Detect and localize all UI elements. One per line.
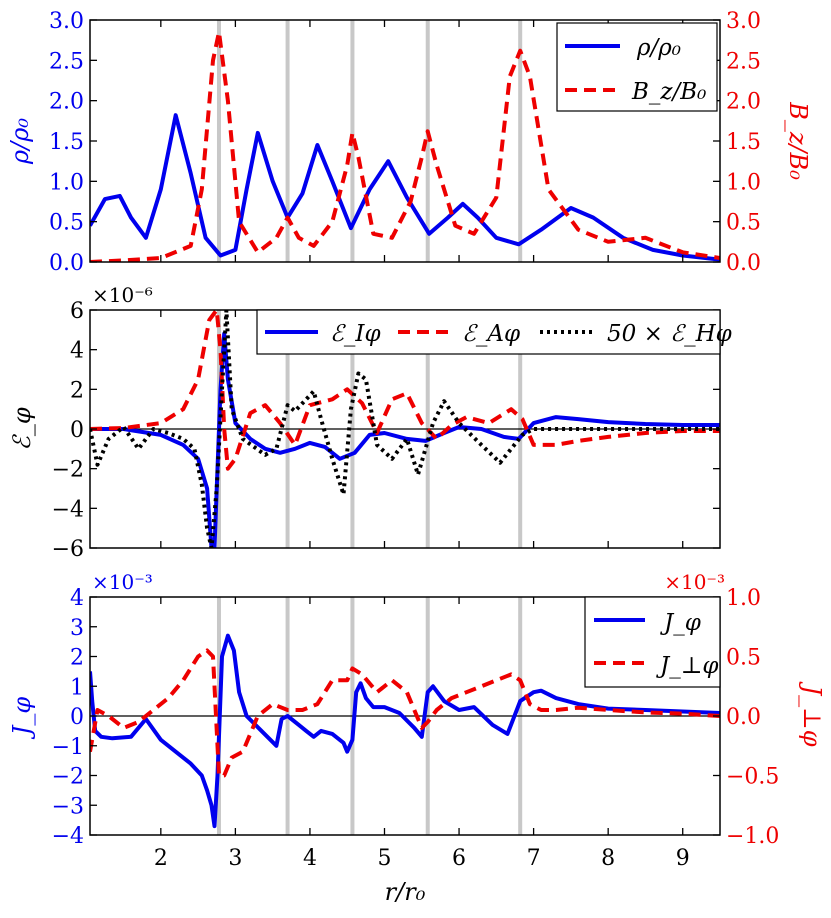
series-line-density-0 bbox=[90, 113, 720, 262]
y-tick-label: 3.0 bbox=[49, 9, 84, 34]
legend-j-label: J_φ bbox=[660, 610, 702, 636]
emf-multiplier: ×10⁻⁶ bbox=[92, 283, 153, 307]
y-tick-label: 2.0 bbox=[49, 90, 84, 115]
y-tick-label: 1 bbox=[70, 675, 84, 700]
y2-tick-label: 2.5 bbox=[726, 49, 761, 74]
y2-tick-label: 1.5 bbox=[726, 130, 761, 155]
x-tick-label: 3 bbox=[228, 846, 242, 871]
y2-tick-label: 0.5 bbox=[726, 646, 761, 671]
y2-tick-label: 1.0 bbox=[726, 170, 761, 195]
series-line-current-1 bbox=[90, 648, 720, 778]
current-panel: −4 −3 −2 −1 0 1 2 3 4 −1.0 −0.5 0.0 0.5 1.0 2 3 4 5 6 7 8 9 J… bbox=[8, 570, 826, 906]
legend-ea-label: ℰ_Aφ bbox=[462, 321, 521, 347]
current-ylabel: J_φ bbox=[8, 697, 36, 741]
y2-tick-label: −0.5 bbox=[726, 765, 779, 790]
y-tick-label: −2 bbox=[52, 765, 84, 790]
y2-tick-label: 0.0 bbox=[726, 251, 761, 276]
x-tick-label: 6 bbox=[452, 846, 466, 871]
density-ylabel: ρ/ρ₀ bbox=[6, 118, 34, 165]
y-tick-label: 4 bbox=[70, 586, 84, 611]
y-tick-label: 0 bbox=[70, 418, 84, 443]
y2-tick-label: 1.0 bbox=[726, 586, 761, 611]
y-tick-label: 0.0 bbox=[49, 251, 84, 276]
x-axis-label: r/r₀ bbox=[385, 878, 426, 906]
legend-jperp-label: J_⊥φ bbox=[656, 653, 719, 679]
legend-eh-label: 50 × ℰ_Hφ bbox=[607, 321, 733, 347]
y-tick-label: 2.5 bbox=[49, 49, 84, 74]
y-tick-label: 1.5 bbox=[49, 130, 84, 155]
y2-tick-label: 2.0 bbox=[726, 90, 761, 115]
y-tick-label: 6 bbox=[70, 299, 84, 324]
y-tick-label: −4 bbox=[52, 497, 84, 522]
density-legend: ρ/ρ₀ B_z/B₀ bbox=[556, 22, 718, 112]
emf-ylabel: ℰ_φ bbox=[8, 407, 36, 451]
bz-ylabel: B_z/B₀ bbox=[784, 101, 812, 180]
y-tick-label: −6 bbox=[52, 537, 84, 562]
y-tick-label: 2 bbox=[70, 646, 84, 671]
x-tick-label: 9 bbox=[676, 846, 690, 871]
y2-tick-label: 0.0 bbox=[726, 705, 761, 730]
y2-tick-label: 3.0 bbox=[726, 9, 761, 34]
series-line-density-1 bbox=[90, 30, 720, 262]
jperp-multiplier: ×10⁻³ bbox=[664, 570, 725, 594]
x-tick-label: 2 bbox=[154, 846, 168, 871]
series-line-emf-1 bbox=[90, 310, 720, 471]
series-line-emf-2 bbox=[90, 310, 720, 548]
y-tick-label: −1 bbox=[52, 735, 84, 760]
series-line-current-0 bbox=[90, 633, 720, 829]
jperp-ylabel: J_⊥φ bbox=[798, 681, 826, 747]
y-tick-label: 1.0 bbox=[49, 170, 84, 195]
legend-rho-label: ρ/ρ₀ bbox=[636, 35, 681, 61]
x-tick-label: 5 bbox=[377, 846, 391, 871]
x-tick-label: 4 bbox=[303, 846, 317, 871]
x-tick-label: 8 bbox=[601, 846, 615, 871]
y-tick-label: −2 bbox=[52, 458, 84, 483]
series-line-emf-0 bbox=[90, 331, 720, 548]
emf-legend: ℰ_Iφ ℰ_Aφ 50 × ℰ_Hφ bbox=[256, 309, 733, 355]
legend-bz-label: B_z/B₀ bbox=[631, 79, 706, 105]
current-legend: J_φ J_⊥φ bbox=[584, 596, 721, 688]
y-tick-label: 0.5 bbox=[49, 211, 84, 236]
y-tick-label: 3 bbox=[70, 616, 84, 641]
emf-panel: −6 −4 −2 0 2 4 6 ℰ_Iφ ℰ_Aφ 50 × ℰ_Hφ ×10⁻⁶ ℰ_φ bbox=[8, 283, 733, 562]
y-tick-label: 0 bbox=[70, 705, 84, 730]
legend-ei-label: ℰ_Iφ bbox=[330, 321, 382, 347]
current-multiplier: ×10⁻³ bbox=[92, 570, 153, 594]
y2-tick-label: 0.5 bbox=[726, 211, 761, 236]
x-tick-label: 7 bbox=[527, 846, 541, 871]
y-tick-label: −3 bbox=[52, 794, 84, 819]
y2-tick-label: −1.0 bbox=[726, 824, 779, 849]
density-panel: 0.0 0.5 1.0 1.5 2.0 2.5 3.0 0.0 0.5 1.0 1.5 2.0 2.5 3… bbox=[6, 9, 812, 276]
y-tick-label: 2 bbox=[70, 378, 84, 403]
y-tick-label: 4 bbox=[70, 339, 84, 364]
y-tick-label: −4 bbox=[52, 824, 84, 849]
